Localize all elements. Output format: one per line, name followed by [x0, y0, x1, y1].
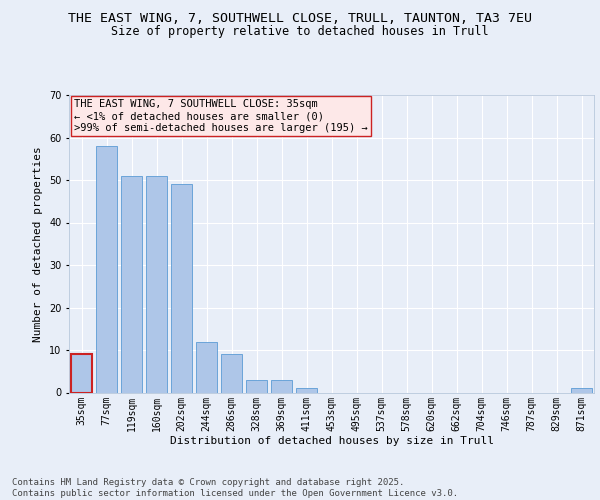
Text: Size of property relative to detached houses in Trull: Size of property relative to detached ho… [111, 25, 489, 38]
X-axis label: Distribution of detached houses by size in Trull: Distribution of detached houses by size … [170, 436, 493, 446]
Text: Contains HM Land Registry data © Crown copyright and database right 2025.
Contai: Contains HM Land Registry data © Crown c… [12, 478, 458, 498]
Bar [246, 380, 267, 392]
Bar [71, 354, 92, 393]
Bar [171, 184, 192, 392]
Bar [296, 388, 317, 392]
Text: THE EAST WING, 7, SOUTHWELL CLOSE, TRULL, TAUNTON, TA3 7EU: THE EAST WING, 7, SOUTHWELL CLOSE, TRULL… [68, 12, 532, 26]
Bar [571, 388, 592, 392]
Bar [221, 354, 242, 393]
Bar [271, 380, 292, 392]
Bar [146, 176, 167, 392]
Bar [196, 342, 217, 392]
Bar [121, 176, 142, 392]
Y-axis label: Number of detached properties: Number of detached properties [34, 146, 43, 342]
Text: THE EAST WING, 7 SOUTHWELL CLOSE: 35sqm
← <1% of detached houses are smaller (0): THE EAST WING, 7 SOUTHWELL CLOSE: 35sqm … [74, 100, 368, 132]
Bar [96, 146, 117, 392]
